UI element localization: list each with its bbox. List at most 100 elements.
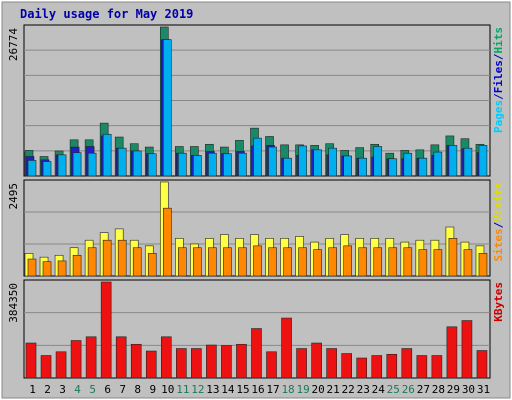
legend-entry: Sites xyxy=(492,228,505,261)
bar-kbytes-day-25 xyxy=(386,353,398,379)
bar-sites-day-11 xyxy=(178,247,187,277)
x-tick-label-21: 21 xyxy=(327,383,340,396)
bar-sites-day-19 xyxy=(298,247,307,277)
bar-pages-day-18 xyxy=(283,157,292,177)
bar-sites-day-10 xyxy=(162,207,172,277)
x-tick-label-20: 20 xyxy=(312,383,325,396)
bar-sites-day-12 xyxy=(193,247,202,277)
bar-pages-day-9 xyxy=(147,153,157,177)
x-tick-label-9: 9 xyxy=(149,383,156,396)
bar-pages-day-17 xyxy=(268,146,277,177)
bar-kbytes-day-27 xyxy=(416,355,428,379)
bar-sites-day-4 xyxy=(72,254,82,277)
bar-sites-day-14 xyxy=(223,247,232,277)
bar-sites-day-15 xyxy=(238,247,247,277)
bar-kbytes-day-12 xyxy=(191,348,202,379)
bar-kbytes-day-15 xyxy=(236,343,247,379)
x-tick-label-15: 15 xyxy=(236,383,249,396)
bar-kbytes-day-18 xyxy=(281,317,292,379)
bar-kbytes-day-20 xyxy=(311,342,322,379)
bar-pages-day-12 xyxy=(193,155,202,177)
x-tick-label-17: 17 xyxy=(266,383,279,396)
bar-sites-day-21 xyxy=(328,247,337,277)
bar-pages-day-26 xyxy=(403,152,413,177)
bar-pages-day-20 xyxy=(313,149,322,177)
x-tick-label-13: 13 xyxy=(206,383,219,396)
bar-kbytes-day-14 xyxy=(221,345,232,379)
x-tick-label-8: 8 xyxy=(134,383,141,396)
x-tick-label-4: 4 xyxy=(74,383,81,396)
bar-pages-day-23 xyxy=(358,157,368,177)
bar-sites-day-29 xyxy=(448,238,458,277)
x-tick-label-22: 22 xyxy=(342,383,355,396)
bar-kbytes-day-22 xyxy=(341,353,352,379)
y-max-label: 384350 xyxy=(7,283,20,323)
bar-pages-day-25 xyxy=(388,158,398,177)
bar-pages-day-21 xyxy=(328,147,337,177)
bar-sites-day-17 xyxy=(268,247,277,277)
series-legend-label: KBytes xyxy=(492,282,505,322)
chart-title: Daily usage for May 2019 xyxy=(20,7,193,21)
bar-kbytes-day-31 xyxy=(476,350,488,379)
x-tick-label-2: 2 xyxy=(44,383,51,396)
x-tick-label-30: 30 xyxy=(462,383,475,396)
bar-kbytes-day-29 xyxy=(446,326,458,379)
bar-pages-day-2 xyxy=(42,161,52,177)
bar-pages-day-27 xyxy=(418,157,428,177)
x-tick-label-24: 24 xyxy=(372,383,386,396)
x-tick-label-23: 23 xyxy=(357,383,370,396)
bar-kbytes-day-3 xyxy=(55,351,67,379)
bar-pages-day-15 xyxy=(238,152,247,177)
bar-sites-day-1 xyxy=(27,258,37,277)
x-tick-label-12: 12 xyxy=(191,383,204,396)
legend-entry: Pages xyxy=(492,100,505,133)
bar-sites-day-5 xyxy=(87,247,97,277)
bar-pages-day-13 xyxy=(208,152,217,177)
legend-entry: Visits xyxy=(492,182,505,222)
bar-sites-day-28 xyxy=(433,249,443,277)
bar-pages-day-14 xyxy=(223,153,232,177)
bar-kbytes-day-7 xyxy=(115,336,127,379)
legend-entry: Files xyxy=(492,60,505,93)
bar-kbytes-day-30 xyxy=(461,320,473,379)
bar-kbytes-day-6 xyxy=(100,281,112,379)
x-tick-label-7: 7 xyxy=(119,383,126,396)
bar-pages-day-30 xyxy=(463,147,473,177)
bar-pages-day-31 xyxy=(478,145,488,177)
series-legend-label: Pages/Files/Hits xyxy=(492,27,505,133)
bar-kbytes-day-24 xyxy=(371,355,383,379)
bar-pages-day-19 xyxy=(298,145,307,177)
bar-sites-day-13 xyxy=(208,247,217,277)
bar-pages-day-22 xyxy=(343,155,352,177)
bar-sites-day-25 xyxy=(388,247,398,277)
bar-sites-day-18 xyxy=(283,247,292,277)
bar-pages-day-7 xyxy=(117,147,127,177)
bar-kbytes-day-1 xyxy=(25,342,37,379)
bar-sites-day-30 xyxy=(463,249,473,277)
legend-entry: / xyxy=(492,53,505,60)
bar-sites-day-6 xyxy=(102,239,112,277)
x-tick-label-18: 18 xyxy=(281,383,294,396)
x-tick-label-6: 6 xyxy=(104,383,111,396)
bar-kbytes-day-5 xyxy=(85,336,97,379)
panel-kbytes: 384350 KBytes xyxy=(7,279,505,379)
bar-kbytes-day-16 xyxy=(251,328,262,379)
legend-entry: / xyxy=(492,221,505,228)
bar-sites-day-20 xyxy=(313,249,322,277)
bar-kbytes-day-21 xyxy=(326,348,337,379)
bar-kbytes-day-19 xyxy=(296,348,307,379)
y-max-label: 2495 xyxy=(7,183,20,210)
bar-kbytes-day-4 xyxy=(70,340,82,379)
bar-pages-day-3 xyxy=(57,154,67,177)
x-tick-label-10: 10 xyxy=(161,383,174,396)
x-tick-label-25: 25 xyxy=(387,383,400,396)
bar-sites-day-26 xyxy=(403,247,413,277)
bar-sites-day-22 xyxy=(343,245,352,277)
x-tick-label-29: 29 xyxy=(447,383,460,396)
x-tick-label-3: 3 xyxy=(59,383,66,396)
bar-kbytes-day-8 xyxy=(130,343,142,379)
legend-entry: KBytes xyxy=(492,282,505,322)
bar-kbytes-day-2 xyxy=(40,355,52,379)
